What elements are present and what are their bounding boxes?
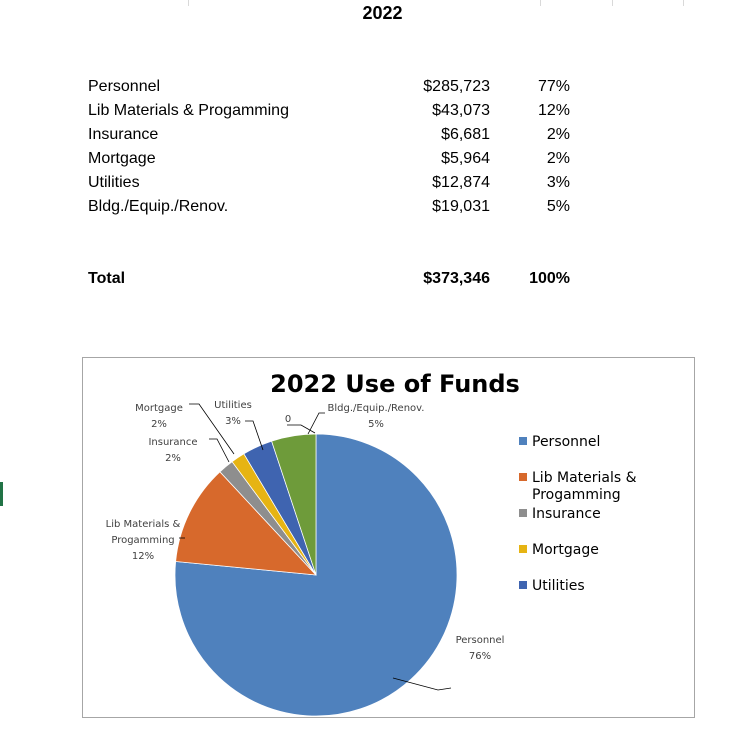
row-name: Utilities xyxy=(88,174,140,191)
row-amount: $5,964 xyxy=(441,150,490,167)
legend-swatch xyxy=(519,581,527,589)
row-amount: $6,681 xyxy=(441,126,490,143)
data-label-insurance: Insurance xyxy=(148,437,197,448)
row-name: Mortgage xyxy=(88,150,156,167)
row-percent: 2% xyxy=(546,150,570,167)
row-percent: 77% xyxy=(537,78,570,95)
data-label-bldg: 5% xyxy=(368,419,384,430)
data-label-personnel: Personnel xyxy=(456,635,505,646)
row-amount: $285,723 xyxy=(423,78,490,95)
row-percent: 5% xyxy=(546,198,570,215)
legend-label[interactable]: Progamming xyxy=(532,487,621,503)
data-label-personnel: 76% xyxy=(469,651,491,662)
row-name: Insurance xyxy=(88,126,159,143)
legend-label[interactable]: Personnel xyxy=(532,434,600,450)
row-percent: 3% xyxy=(546,174,570,191)
chart-title: 2022 Use of Funds xyxy=(270,370,520,398)
pie-slice-lib-materials-progamming[interactable] xyxy=(175,471,317,576)
data-label-lib: Lib Materials & xyxy=(106,519,181,530)
row-amount: $12,874 xyxy=(432,174,490,191)
leader-line-insurance xyxy=(209,438,230,463)
leader-line-bldg xyxy=(307,412,325,435)
data-label-utilities: 3% xyxy=(225,416,241,427)
pie-slice-bldg-equip-renov[interactable] xyxy=(271,433,317,576)
row-amount: $43,073 xyxy=(432,102,490,119)
selected-row-indicator xyxy=(0,482,3,506)
total-percent: 100% xyxy=(529,270,570,287)
legend-label[interactable]: Mortgage xyxy=(532,542,599,558)
row-amount: $19,031 xyxy=(432,198,490,215)
leader-line-mortgage xyxy=(189,403,235,455)
legend-swatch xyxy=(519,509,527,517)
data-label-insurance: 2% xyxy=(165,453,181,464)
column-gridline xyxy=(612,0,613,6)
pie-chart-canvas: 2022 Use of Funds Personnel 76% Lib Materi… xyxy=(106,370,637,717)
leader-line-personnel xyxy=(392,677,452,691)
data-label-mortgage: 2% xyxy=(151,419,167,430)
column-gridline xyxy=(683,0,684,6)
legend-label[interactable]: Utilities xyxy=(532,578,585,594)
leader-line-utilities xyxy=(245,420,264,451)
data-label-utilities: Utilities xyxy=(214,400,252,411)
data-label-zero: 0 xyxy=(285,414,291,425)
pie-chart[interactable]: 2022 Use of Funds Personnel 76% Lib Materi… xyxy=(82,357,695,718)
row-name: Personnel xyxy=(88,78,161,95)
sheet-title[interactable]: 2022 xyxy=(362,3,403,23)
row-name: Lib Materials & Progamming xyxy=(88,102,289,119)
total-amount: $373,346 xyxy=(423,270,490,287)
data-label-mortgage: Mortgage xyxy=(135,403,183,414)
legend-label[interactable]: Insurance xyxy=(532,506,601,522)
row-percent: 2% xyxy=(546,126,570,143)
data-label-bldg: Bldg./Equip./Renov. xyxy=(328,403,425,414)
data-label-lib: 12% xyxy=(132,551,154,562)
total-label: Total xyxy=(88,270,126,287)
legend-swatch xyxy=(519,437,527,445)
row-percent: 12% xyxy=(537,102,570,119)
legend-swatch xyxy=(519,545,527,553)
column-gridline xyxy=(540,0,541,6)
legend-label[interactable]: Lib Materials & xyxy=(532,470,637,486)
data-label-lib: Progamming xyxy=(111,535,174,546)
row-name: Bldg./Equip./Renov. xyxy=(88,198,229,215)
legend-swatch xyxy=(519,473,527,481)
column-gridline xyxy=(188,0,189,6)
